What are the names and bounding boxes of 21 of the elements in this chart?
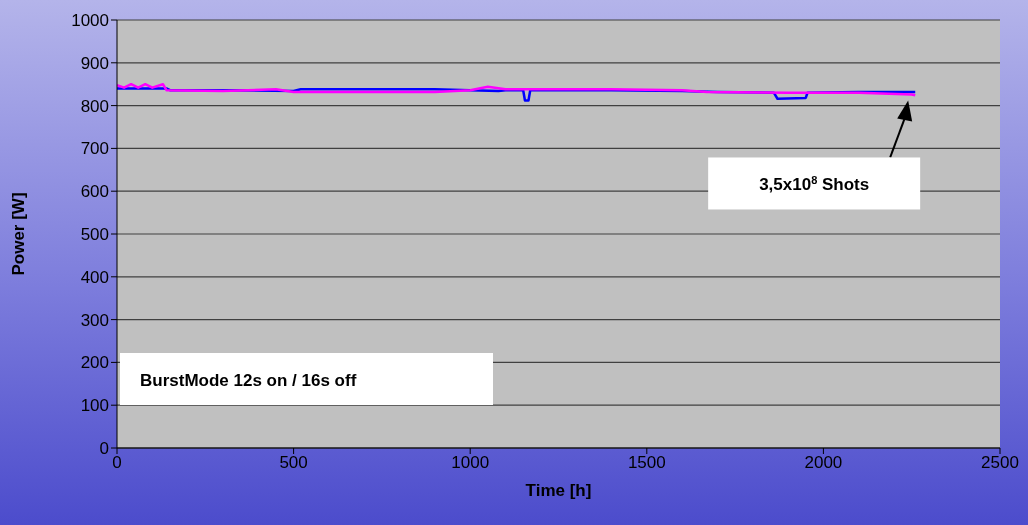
y-tick-label: 400 xyxy=(80,267,109,287)
y-tick-label: 700 xyxy=(80,139,109,159)
y-tick-label: 800 xyxy=(80,96,109,116)
y-axis-title: Power [W] xyxy=(9,192,29,276)
x-tick-label: 1500 xyxy=(627,453,666,473)
annotation: BurstMode 12s on / 16s off xyxy=(140,371,357,390)
x-tick-label: 2500 xyxy=(981,453,1019,473)
x-tick-label: 2000 xyxy=(804,453,843,473)
x-tick-label: 0 xyxy=(112,453,122,473)
annotation: 3,5x10$^{8}$ Shots xyxy=(759,174,870,195)
y-tick-label: 600 xyxy=(80,182,109,202)
x-axis-title: Time [h] xyxy=(525,481,592,500)
y-tick-label: 300 xyxy=(80,310,109,330)
y-tick-label: 500 xyxy=(80,225,109,245)
x-tick-label: 1000 xyxy=(451,453,490,473)
x-tick-label: 500 xyxy=(279,453,308,473)
y-tick-label: 900 xyxy=(80,53,109,73)
y-tick-label: 0 xyxy=(99,439,109,459)
y-tick-label: 1000 xyxy=(71,11,109,31)
y-tick-label: 200 xyxy=(80,353,109,373)
y-tick-label: 100 xyxy=(80,396,109,416)
